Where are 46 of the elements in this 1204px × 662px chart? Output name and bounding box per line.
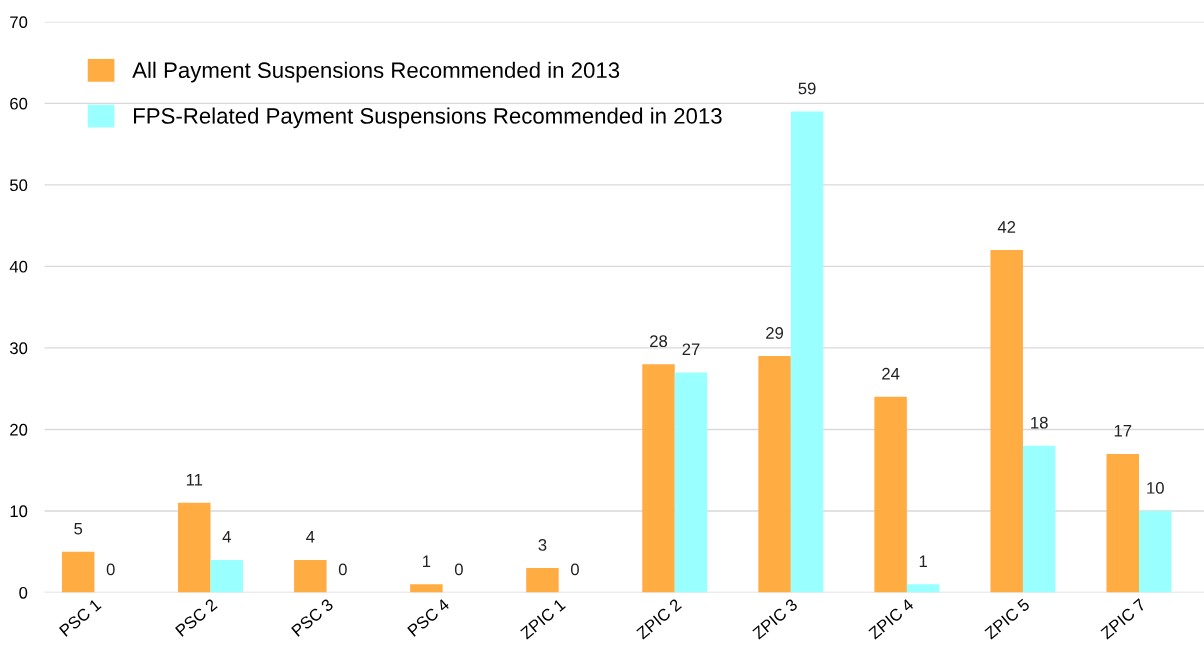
data-label: 4 (306, 531, 315, 543)
bar (410, 584, 443, 593)
data-label: 17 (1114, 425, 1132, 437)
y-tick-label: 60 (10, 97, 28, 110)
bar (1106, 453, 1140, 593)
bar (758, 356, 791, 593)
data-label: 0 (338, 563, 347, 576)
data-label: 11 (186, 474, 203, 486)
data-label: 24 (882, 367, 900, 380)
data-label: 0 (454, 563, 463, 576)
data-label: 1 (423, 555, 431, 567)
legend-label: All Payment Suspensions Recommended in 2013 (132, 61, 620, 83)
data-label: 5 (74, 522, 83, 535)
bar (210, 559, 244, 593)
bar (294, 559, 327, 593)
y-tick-label: 0 (19, 586, 28, 599)
data-label: 1 (919, 555, 927, 567)
data-label: 42 (997, 221, 1016, 233)
data-label: 3 (538, 539, 547, 551)
data-label: 29 (766, 327, 784, 339)
y-tick-label: 20 (10, 423, 28, 436)
bar (674, 372, 708, 593)
data-label: 4 (222, 531, 231, 543)
y-tick-label: 40 (9, 260, 28, 273)
bar (1022, 445, 1056, 593)
bar (178, 502, 211, 593)
bar (790, 111, 824, 593)
bar (61, 551, 95, 593)
bar (874, 396, 907, 593)
y-tick-label: 10 (10, 505, 28, 518)
data-label: 27 (682, 343, 700, 356)
y-tick-label: 70 (10, 16, 28, 29)
y-tick-label: 30 (9, 342, 28, 355)
bar (526, 568, 559, 593)
bar (906, 584, 940, 593)
y-tick-label: 50 (10, 179, 28, 192)
data-label: 10 (1147, 481, 1164, 494)
bar (990, 250, 1023, 593)
data-label: 18 (1031, 416, 1048, 429)
legend-label: FPS-Related Payment Suspensions Recommended in 2013 (134, 107, 722, 129)
data-label: 0 (570, 563, 579, 576)
bar (642, 364, 675, 593)
bar (1139, 510, 1172, 593)
data-label: 28 (650, 335, 668, 348)
data-label: 59 (798, 82, 816, 95)
data-label: 0 (106, 563, 115, 576)
